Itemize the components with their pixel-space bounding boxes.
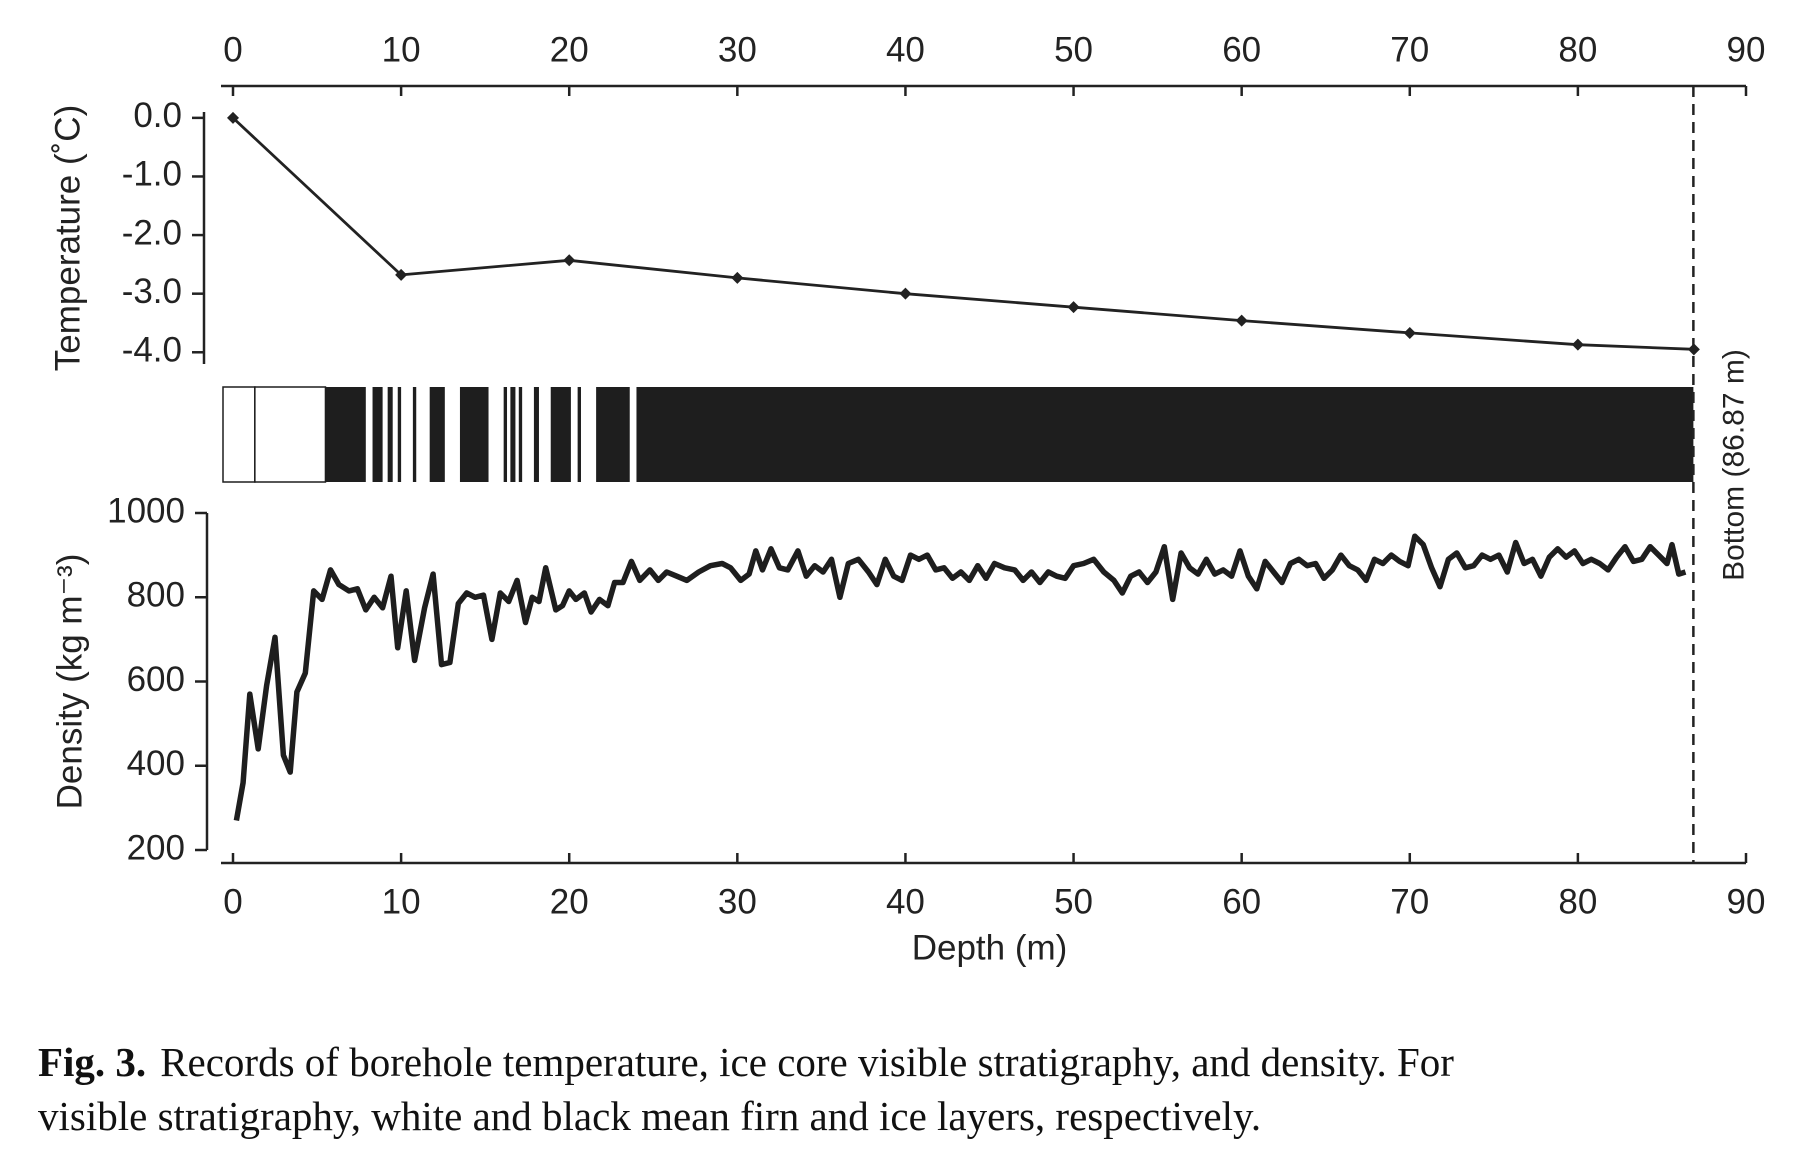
- x-tick-label: 90: [1727, 882, 1766, 921]
- y-tick-label: -4.0: [122, 331, 182, 370]
- caption-text: visible stratigraphy, white and black me…: [38, 1093, 1262, 1139]
- caption-line: Fig. 3. Records of borehole temperature, …: [38, 1035, 1454, 1089]
- strip-layer: [629, 387, 637, 482]
- y-tick-label: 400: [127, 744, 185, 783]
- y-tick-label: -3.0: [122, 272, 182, 311]
- x-tick-label: 10: [382, 30, 421, 69]
- data-point: [899, 287, 912, 300]
- strip-layer: [416, 387, 430, 482]
- data-line: [232, 116, 1694, 351]
- x-tick-label: 0: [223, 30, 242, 69]
- x-tick-label: 70: [1390, 30, 1429, 69]
- y-tick-label: 600: [127, 660, 185, 699]
- x-tick-label: 60: [1222, 30, 1261, 69]
- data-point: [1571, 338, 1584, 351]
- x-tick-label: 30: [718, 882, 757, 921]
- y-axis-title: Temperature (˚C): [48, 105, 87, 371]
- x-tick-label: 10: [382, 882, 421, 921]
- strip-layer: [538, 387, 551, 482]
- x-tick-label: 40: [886, 30, 925, 69]
- x-tick-label: 20: [550, 882, 589, 921]
- strip-layer: [488, 387, 504, 482]
- x-tick-label: 40: [886, 882, 925, 921]
- strip-layer: [365, 387, 373, 482]
- y-tick-label: 800: [127, 576, 185, 615]
- strip-layer: [401, 387, 413, 482]
- x-tick-label: 50: [1054, 882, 1093, 921]
- data-point: [731, 271, 744, 284]
- strip-layer: [570, 387, 578, 482]
- data-point: [1235, 314, 1248, 327]
- strip-layer: [580, 387, 597, 482]
- y-tick-label: 200: [127, 828, 185, 867]
- y-tick-label: -1.0: [122, 155, 182, 194]
- data-point: [227, 111, 239, 124]
- data-point: [1067, 301, 1080, 314]
- chart: 0 10 20 30 40 50 60 70 80 90 0.0 -1.0 -2.0 -3.0 -4.0 Te…: [48, 30, 1766, 967]
- x-tick-label: 80: [1558, 882, 1597, 921]
- y-tick-label: 1000: [107, 491, 185, 530]
- strip-layer: [254, 386, 327, 483]
- strip-layer: [222, 386, 256, 483]
- data-point: [1687, 343, 1700, 356]
- strip-layer: [515, 387, 519, 482]
- x-tick-label: 80: [1558, 30, 1597, 69]
- caption-text: Records of borehole temperature, ice cor…: [160, 1039, 1454, 1085]
- annotation: Bottom (86.87 m): [1717, 349, 1750, 581]
- strip-layer: [507, 387, 511, 482]
- x-tick-label: 60: [1222, 882, 1261, 921]
- caption-line: visible stratigraphy, white and black me…: [38, 1089, 1454, 1143]
- x-tick-label: 50: [1054, 30, 1093, 69]
- x-axis-title: Depth (m): [912, 928, 1068, 967]
- data-line: [233, 533, 1687, 821]
- strip-layer: [444, 387, 460, 482]
- strip-background: [223, 387, 1694, 482]
- strip-layer: [522, 387, 534, 482]
- y-tick-label: -2.0: [122, 213, 182, 252]
- data-point: [395, 268, 408, 281]
- y-axis-title: Density (kg m⁻³): [50, 554, 89, 810]
- caption-label: Fig. 3.: [38, 1039, 147, 1085]
- data-point: [563, 254, 576, 267]
- strip-layer: [382, 387, 388, 482]
- caption: Fig. 3. Records of borehole temperature, …: [38, 1035, 1454, 1143]
- y-tick-label: 0.0: [133, 96, 182, 135]
- x-tick-label: 0: [223, 882, 242, 921]
- x-tick-label: 90: [1727, 30, 1766, 69]
- x-tick-label: 30: [718, 30, 757, 69]
- data-point: [1403, 326, 1416, 339]
- strip-layer: [392, 387, 398, 482]
- x-tick-label: 70: [1390, 882, 1429, 921]
- x-tick-label: 20: [550, 30, 589, 69]
